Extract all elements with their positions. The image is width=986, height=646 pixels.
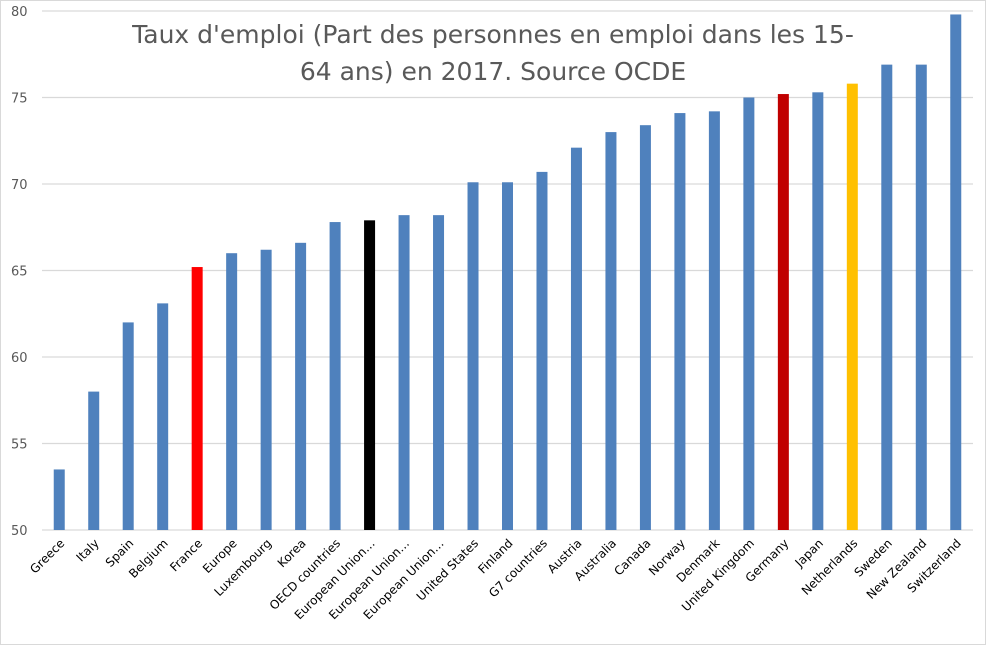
- bar-new-zealand: [915, 64, 927, 530]
- y-tick-label: 65: [11, 265, 28, 280]
- bar-australia: [605, 132, 617, 530]
- bar-canada: [639, 125, 651, 531]
- x-category-label: France: [167, 536, 205, 574]
- x-category-label: New Zealand: [864, 536, 930, 602]
- bar-italy: [88, 391, 100, 530]
- bar-france: [191, 267, 203, 530]
- bar-austria: [570, 147, 582, 531]
- x-axis-category-labels: Greece Italy SpainBelgiumFranceEuropeLuxem…: [27, 536, 964, 622]
- y-tick-label: 60: [11, 351, 28, 366]
- bar-germany: [777, 94, 789, 530]
- chart-title: Taux d'emploi (Part des personnes en emp…: [131, 20, 854, 86]
- bar-belgium: [157, 303, 169, 530]
- chart-title-line-1: Taux d'emploi (Part des personnes en emp…: [131, 20, 854, 49]
- bar-oecd-countries: [329, 222, 341, 530]
- x-category-label: Italy: [74, 536, 102, 564]
- bars: [53, 14, 962, 531]
- bar-norway: [674, 113, 686, 530]
- bar-sweden: [881, 64, 893, 530]
- bar-luxembourg: [260, 249, 272, 531]
- bar-switzerland: [950, 14, 962, 530]
- bar-japan: [812, 92, 824, 530]
- bar-denmark: [708, 111, 720, 530]
- y-tick-label: 50: [11, 524, 28, 539]
- x-category-label: United States: [414, 536, 481, 603]
- y-axis-tick-labels: 50 55 60 65 70 75 80: [11, 5, 28, 539]
- bar-spain: [122, 322, 134, 530]
- y-tick-label: 80: [11, 5, 28, 20]
- chart-title-line-2: 64 ans) en 2017. Source OCDE: [300, 57, 686, 86]
- bar-finland: [502, 182, 513, 530]
- bar-united-kingdom: [743, 97, 755, 530]
- y-tick-label: 75: [11, 92, 28, 107]
- x-category-label: Canada: [611, 536, 653, 578]
- bar-g7-countries: [536, 171, 548, 530]
- bar-greece: [53, 469, 65, 530]
- bar-korea: [295, 242, 307, 530]
- x-category-label: Greece: [27, 536, 67, 576]
- bar-european-union-10: [398, 215, 410, 530]
- y-tick-label: 70: [11, 178, 28, 193]
- bar-united-states: [467, 182, 479, 530]
- bar-european-union-11: [433, 215, 445, 530]
- bar-netherlands: [846, 83, 858, 530]
- y-tick-label: 55: [11, 438, 28, 453]
- bar-european-union-9: [364, 220, 376, 530]
- bar-europe: [226, 253, 238, 530]
